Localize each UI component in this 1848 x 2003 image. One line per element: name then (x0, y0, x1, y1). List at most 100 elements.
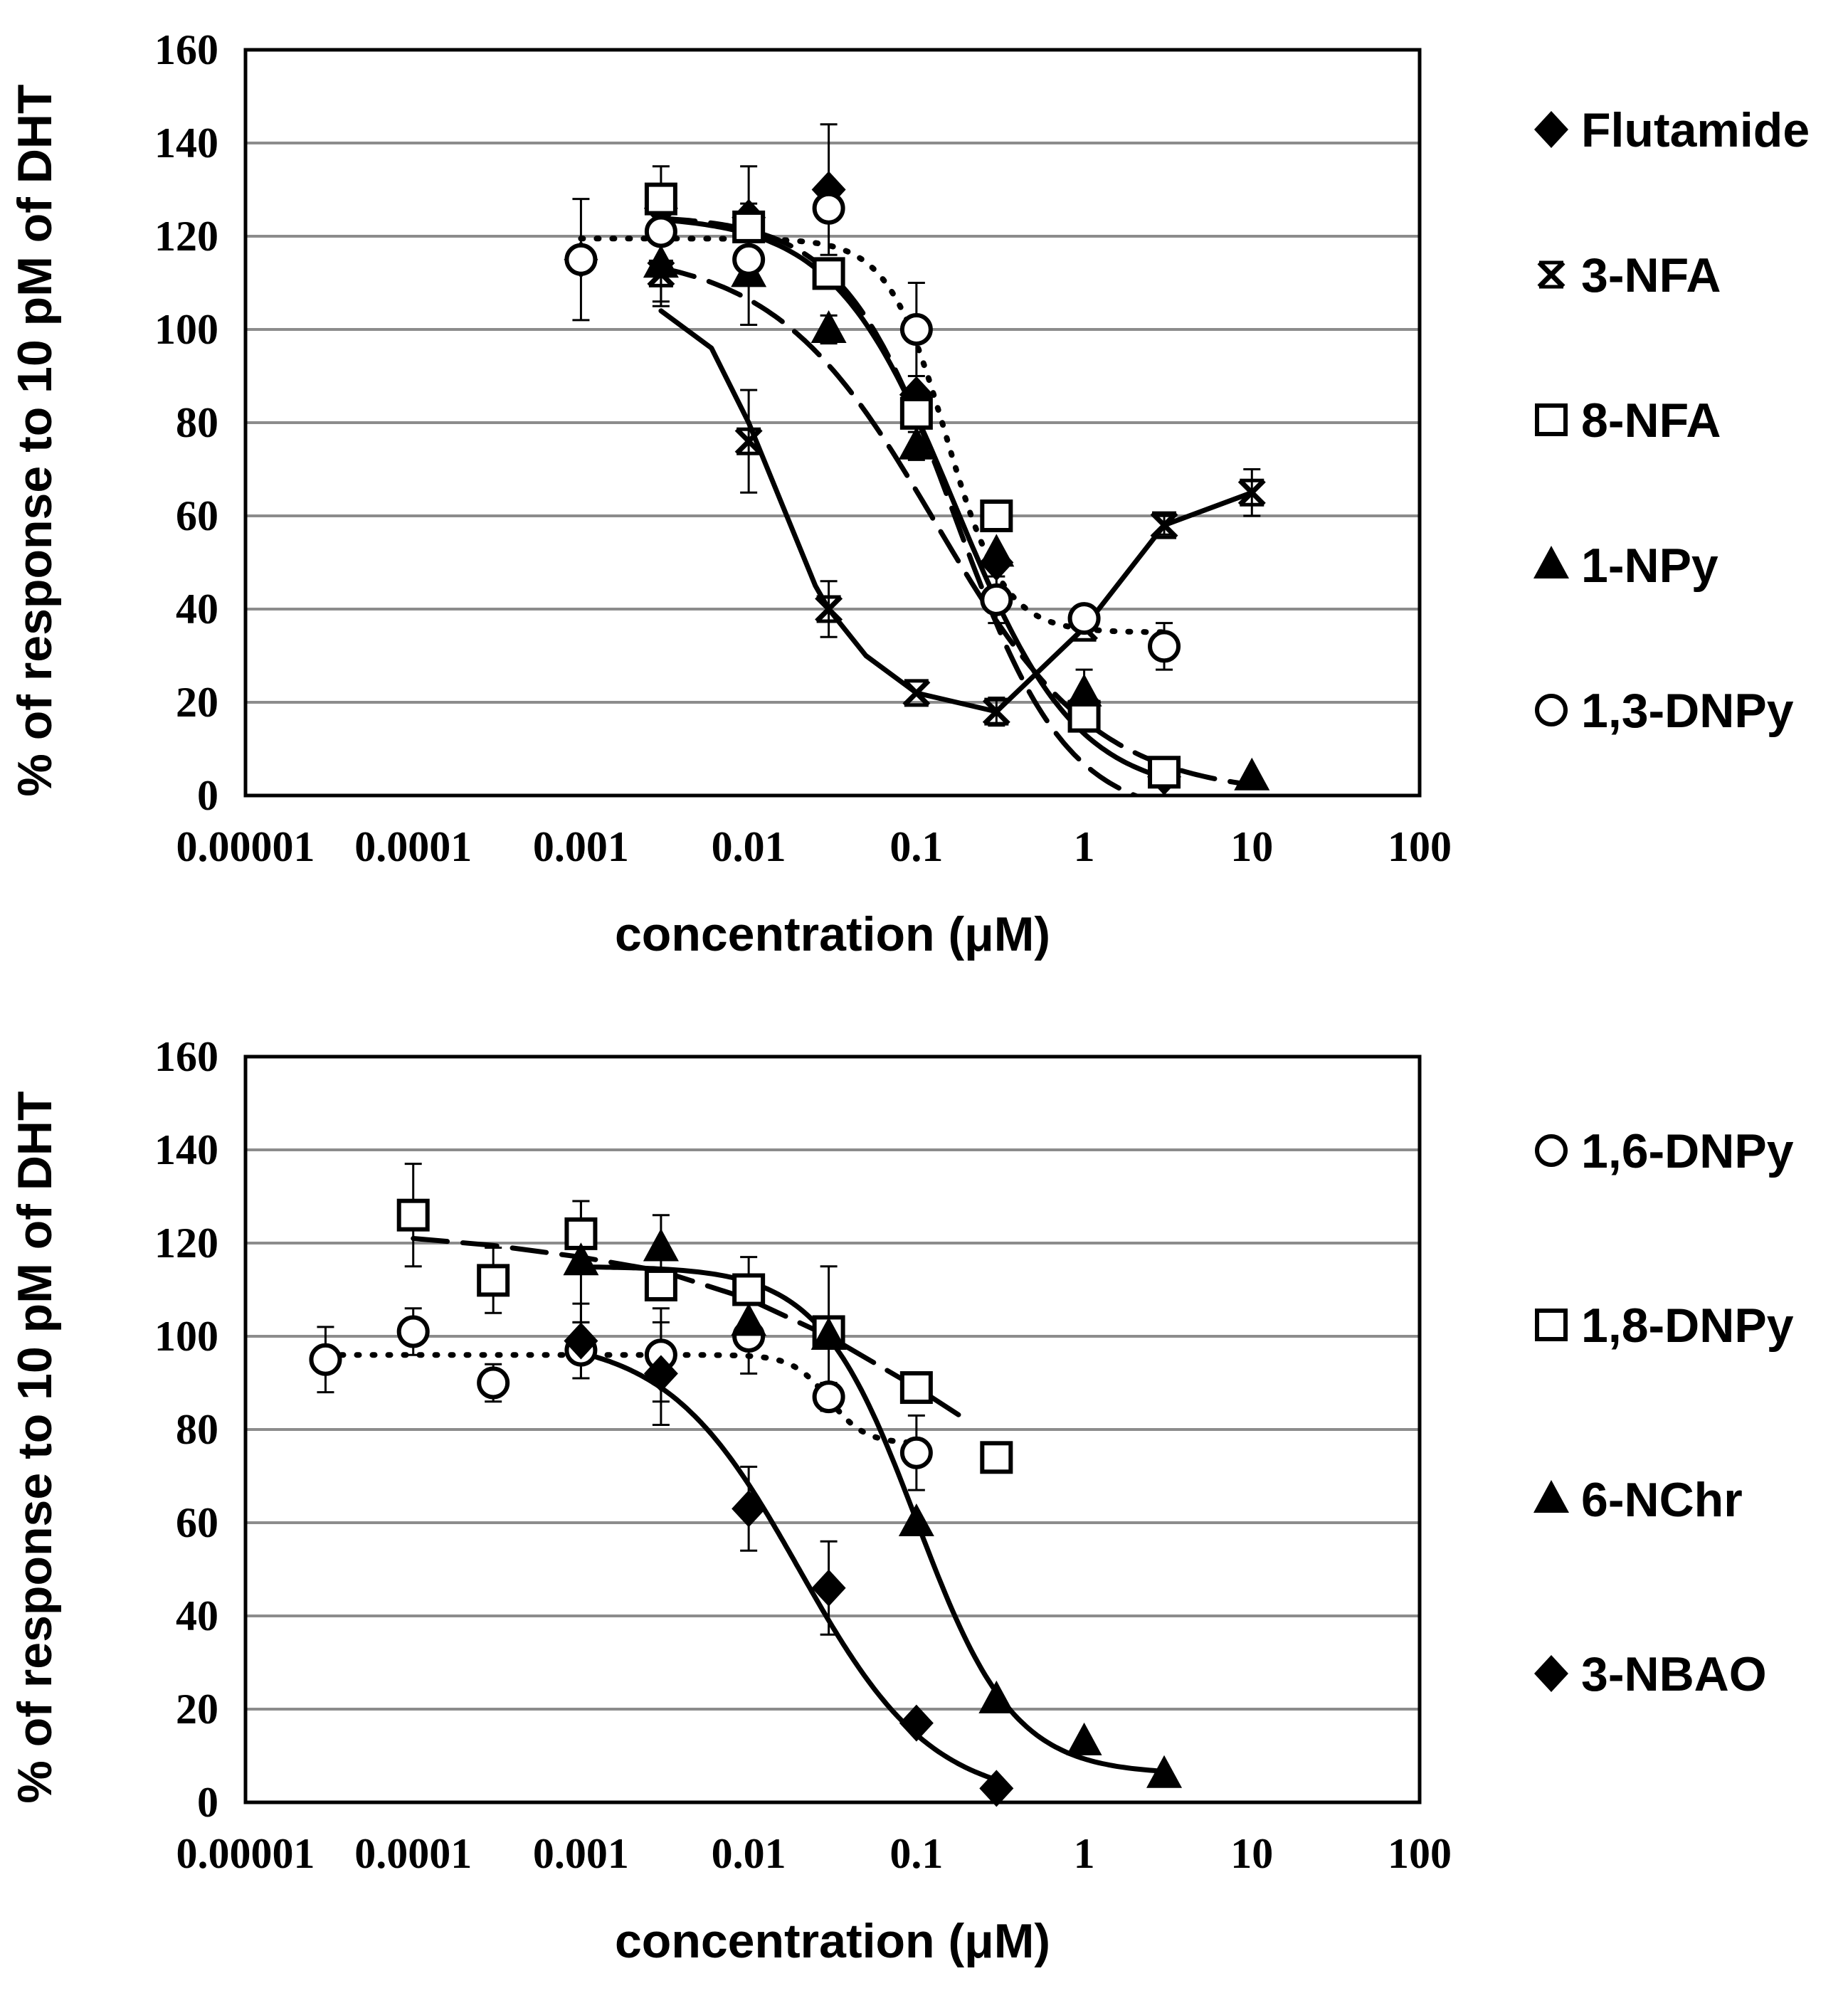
legend-marker-6-NChr (1533, 1480, 1569, 1513)
data-point-8-NFA (812, 257, 845, 290)
x-tick-label: 0.0001 (354, 823, 472, 870)
legend-label: 1-NPy (1581, 539, 1718, 593)
data-point-3-NBAO (732, 1490, 766, 1528)
data-point-6-NChr (643, 1228, 679, 1262)
data-point-1,6-DNPy (477, 1366, 510, 1400)
data-point-3-NFA (734, 427, 763, 455)
marker-stroke (734, 427, 763, 455)
x-tick-label: 10 (1230, 1830, 1273, 1877)
legend-item: 6-NChr (1533, 1473, 1743, 1527)
legend-marker-1,8-DNPy (1535, 1309, 1568, 1341)
marker-stroke (1537, 260, 1565, 289)
data-point-1,6-DNPy (812, 1380, 845, 1414)
data-point-8-NFA (899, 396, 933, 430)
y-tick-label: 60 (176, 1499, 218, 1546)
data-point-6-NChr (1066, 1722, 1102, 1755)
y-tick-label: 0 (197, 772, 218, 819)
legend-label: 3-NFA (1581, 248, 1721, 302)
data-point-3-NBAO (899, 1704, 934, 1742)
data-point-3-NBAO (643, 1355, 678, 1392)
y-tick-label: 120 (154, 1220, 218, 1267)
legend-item: 1,3-DNPy (1535, 684, 1794, 738)
y-tick-label: 160 (154, 1033, 218, 1080)
legend-label: 1,3-DNPy (1581, 684, 1794, 738)
data-point-1,8-DNPy (980, 1441, 1013, 1474)
plot-frame (243, 48, 1422, 798)
data-point-1,3-DNPy (1148, 630, 1181, 663)
legend-marker-1,6-DNPy (1535, 1134, 1568, 1167)
y-tick-label: 20 (176, 679, 218, 726)
data-point-1,3-DNPy (899, 313, 933, 346)
x-tick-label: 10 (1230, 823, 1273, 870)
x-axis-title: concentration (μM) (615, 1914, 1050, 1968)
data-point-3-NFA (815, 595, 843, 623)
chart-bottom: 0 20 40 60 80 100 120 140 160 0.00001 0.0001 0.001 0… (8, 1033, 1794, 1968)
x-tick-label: 0.0001 (354, 1830, 472, 1877)
y-tick-label: 160 (154, 26, 218, 73)
data-point-1,3-DNPy (1067, 602, 1101, 635)
legend-item: Flutamide (1534, 103, 1810, 157)
y-tick-label: 0 (197, 1779, 218, 1826)
data-point-1,3-DNPy (980, 583, 1013, 616)
legend-item: 8-NFA (1535, 393, 1721, 448)
x-axis-title: concentration (μM) (615, 907, 1050, 961)
y-tick-label: 60 (176, 492, 218, 539)
legend-item: 3-NBAO (1534, 1647, 1767, 1701)
y-tick-label: 140 (154, 120, 218, 167)
legend-marker-8-NFA (1535, 403, 1568, 436)
data-point-3-NBAO (811, 1569, 846, 1607)
plot-frame (243, 1055, 1422, 1804)
marker-stroke (1150, 511, 1178, 539)
legend-marker-3-NBAO (1534, 1655, 1568, 1692)
curve-1,3-DNPy (578, 236, 1167, 635)
y-tick-label: 120 (154, 213, 218, 260)
x-tick-label: 0.01 (712, 1830, 786, 1877)
data-point-3-NBAO (564, 1322, 598, 1360)
x-tick-label: 1 (1074, 1830, 1095, 1877)
marker-stroke (982, 697, 1010, 726)
legend-label: Flutamide (1581, 103, 1810, 157)
data-point-1-NPy (978, 534, 1015, 567)
data-point-1-NPy (1234, 757, 1270, 791)
data-point-1-NPy (811, 310, 847, 343)
x-tick-label: 0.01 (712, 823, 786, 870)
legend-item: 1,8-DNPy (1535, 1299, 1794, 1353)
y-tick-label: 40 (176, 1592, 218, 1639)
y-tick-label: 80 (176, 1406, 218, 1453)
legend-label: 6-NChr (1581, 1473, 1743, 1527)
data-point-1,8-DNPy (396, 1198, 430, 1232)
curve-6-NChr (578, 1264, 1167, 1774)
legend-item: 1-NPy (1533, 539, 1718, 593)
data-point-8-NFA (644, 182, 677, 216)
data-point-6-NChr (978, 1680, 1015, 1713)
data-point-6-NChr (898, 1503, 934, 1536)
x-tick-label: 0.001 (533, 1830, 629, 1877)
marker-stroke (1237, 478, 1266, 507)
x-tick-label: 1 (1074, 823, 1095, 870)
data-point-1,8-DNPy (899, 1371, 933, 1405)
x-tick-label: 0.1 (889, 1830, 943, 1877)
data-point-1-NPy (643, 245, 679, 278)
legend-item: 3-NFA (1537, 248, 1721, 302)
x-tick-label: 100 (1388, 1830, 1452, 1877)
y-axis-title: % of response to 10 pM of DHT (8, 1091, 62, 1803)
y-tick-label: 100 (154, 306, 218, 353)
x-tick-label: 0.00001 (176, 1830, 315, 1877)
legend-marker-1,3-DNPy (1535, 694, 1568, 726)
legend-marker-Flutamide (1534, 111, 1568, 148)
legend-label: 3-NBAO (1581, 1647, 1767, 1701)
data-point-1,8-DNPy (477, 1264, 510, 1297)
data-point-8-NFA (1148, 756, 1181, 789)
x-tick-label: 100 (1388, 823, 1452, 870)
data-point-1,3-DNPy (812, 191, 845, 225)
curve-3-NBAO (578, 1350, 999, 1782)
x-tick-label: 0.00001 (176, 823, 315, 870)
x-tick-label: 0.1 (889, 823, 943, 870)
y-tick-label: 20 (176, 1686, 218, 1733)
y-tick-label: 140 (154, 1126, 218, 1173)
y-tick-label: 100 (154, 1313, 218, 1360)
data-point-3-NFA (902, 679, 931, 707)
y-tick-label: 80 (176, 399, 218, 446)
data-point-3-NBAO (979, 1770, 1014, 1807)
